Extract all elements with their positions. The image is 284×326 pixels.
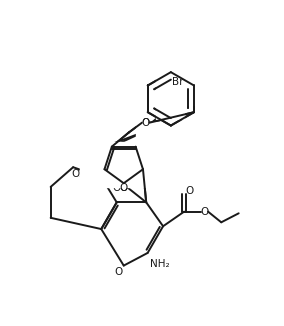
Bar bbox=[136, 122, 159, 142]
Text: Br: Br bbox=[178, 75, 189, 85]
Text: O: O bbox=[112, 183, 121, 193]
Text: O: O bbox=[120, 183, 128, 193]
Text: O: O bbox=[120, 183, 128, 193]
Bar bbox=[156, 35, 240, 105]
Text: O: O bbox=[186, 186, 194, 196]
Text: O: O bbox=[200, 207, 208, 216]
Text: O: O bbox=[141, 118, 150, 128]
Text: O: O bbox=[163, 107, 172, 117]
Bar bbox=[156, 103, 184, 119]
Text: NH₂: NH₂ bbox=[151, 259, 170, 269]
Text: O: O bbox=[72, 169, 80, 179]
Text: O: O bbox=[114, 267, 123, 277]
Text: O: O bbox=[141, 118, 150, 128]
Text: Br: Br bbox=[172, 77, 183, 87]
Text: Br: Br bbox=[197, 42, 209, 52]
Bar bbox=[80, 142, 159, 187]
